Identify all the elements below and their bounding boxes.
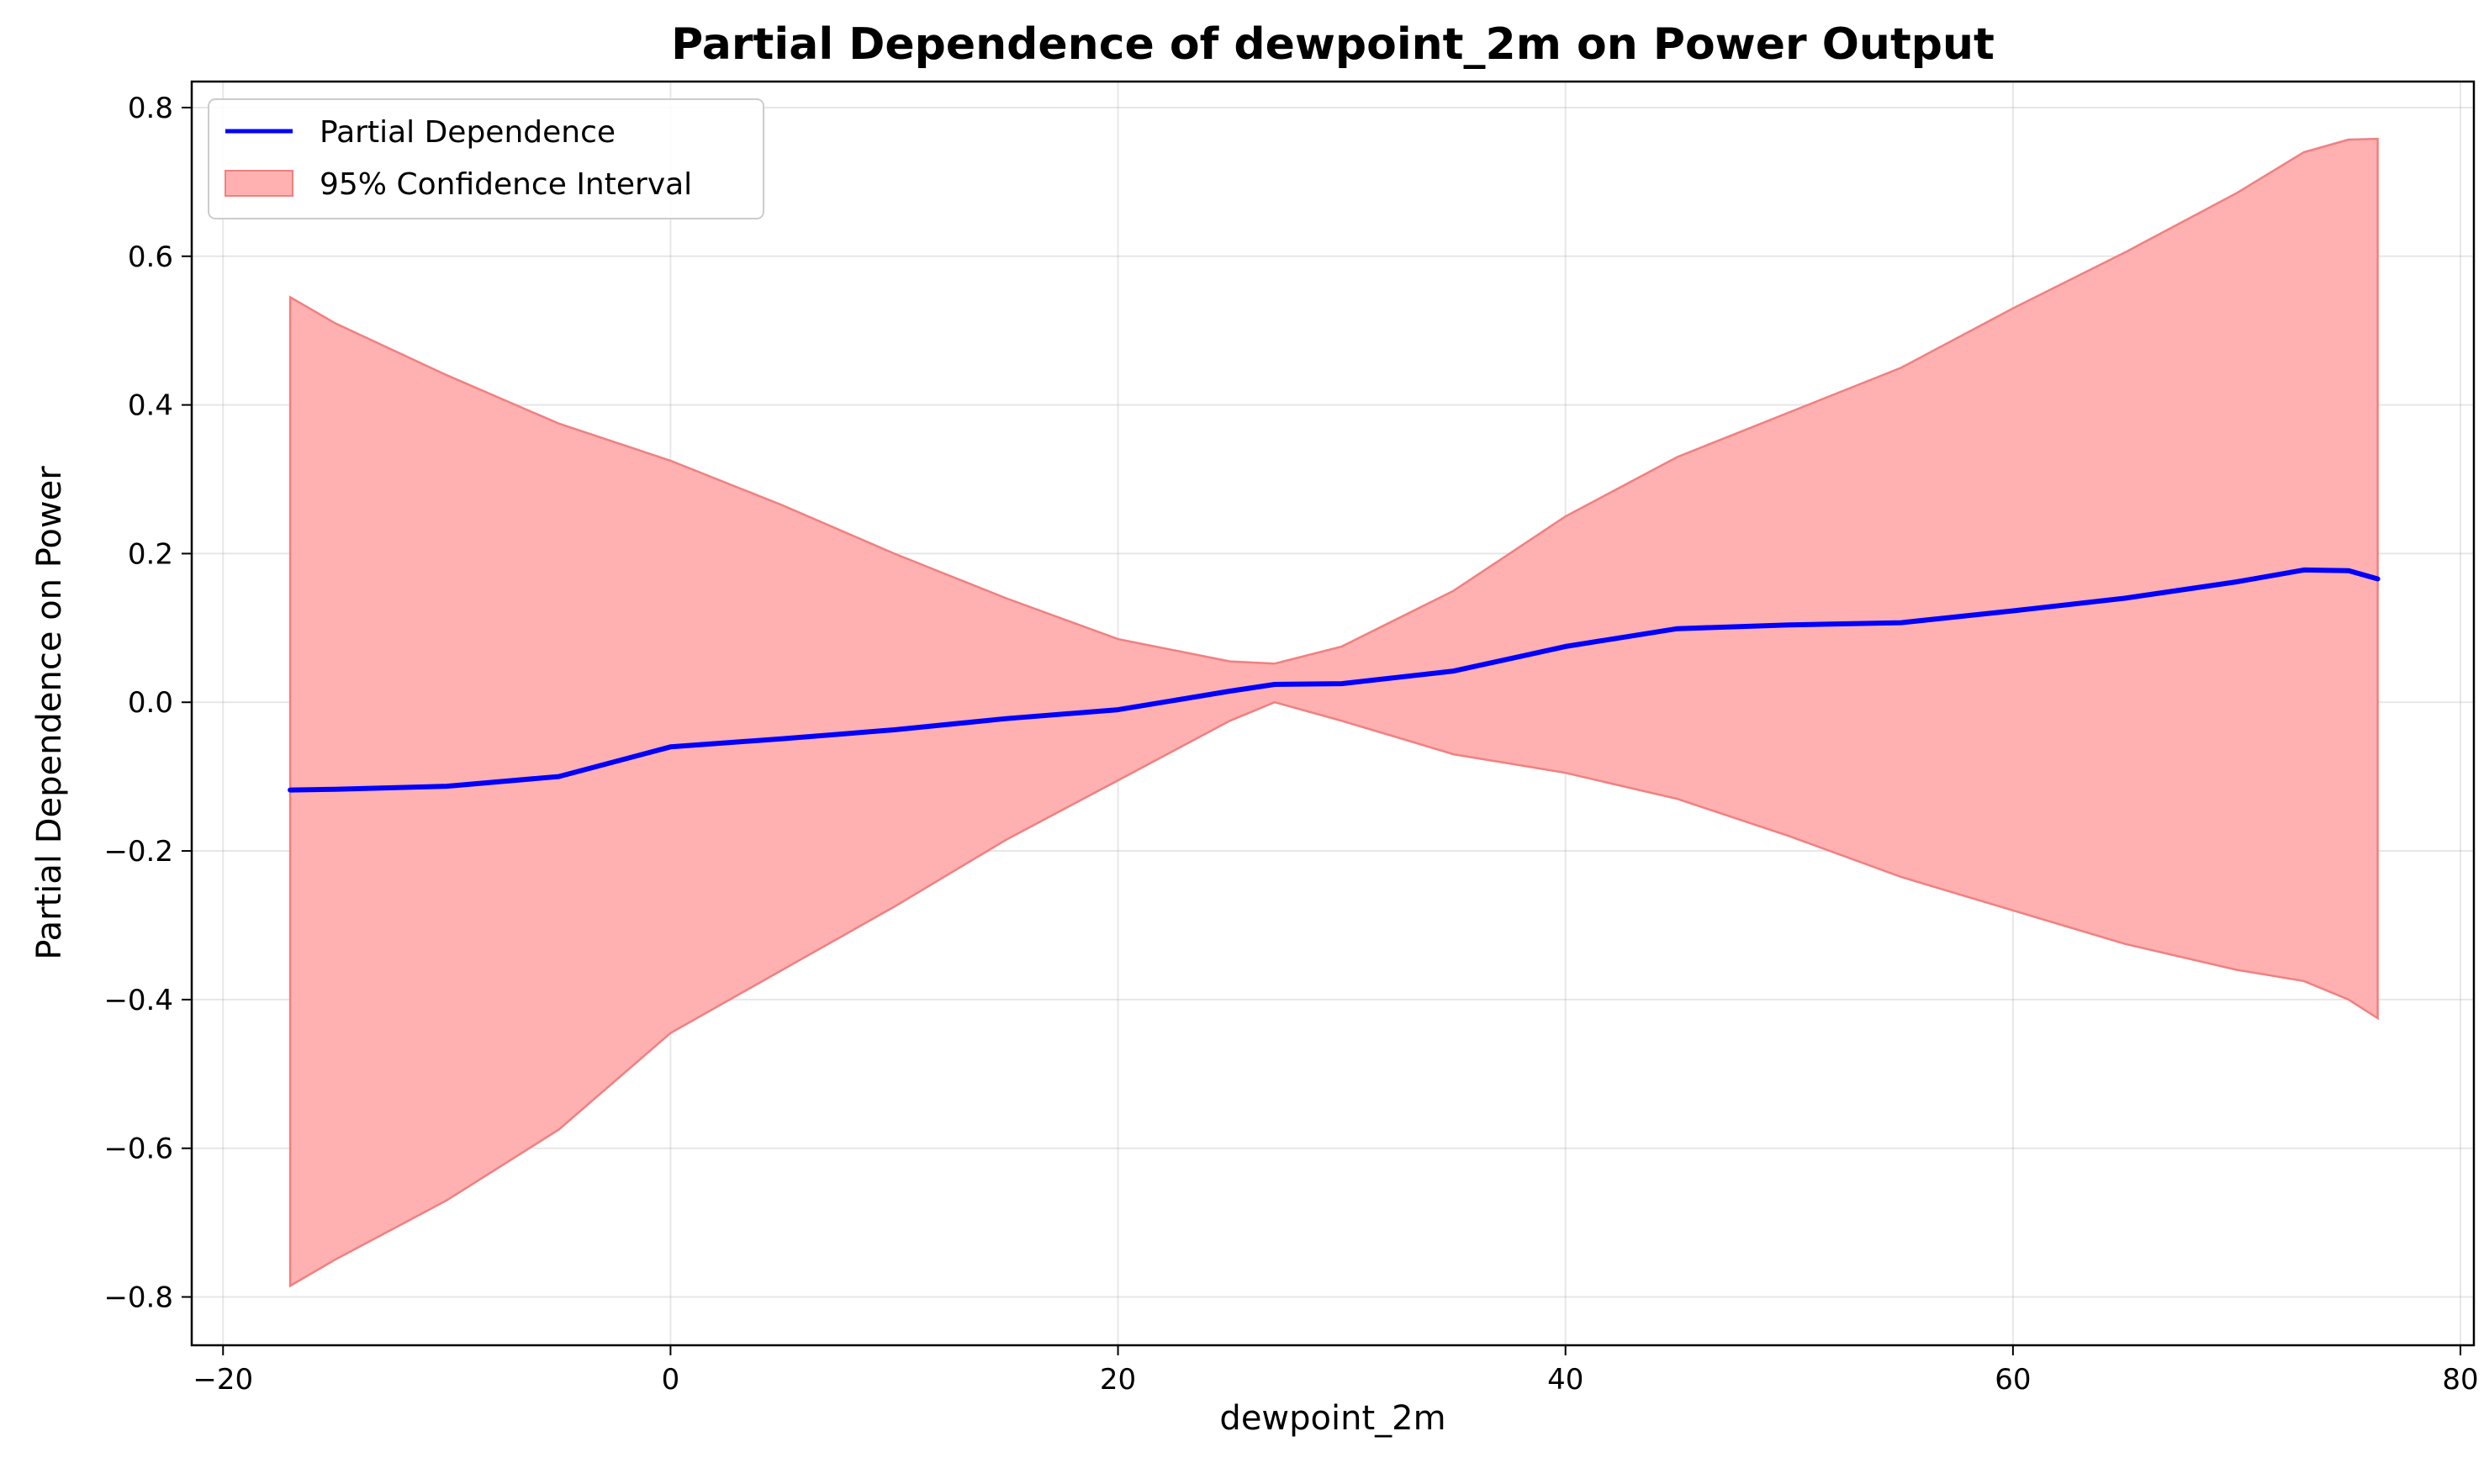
legend-label-confidence-interval: 95% Confidence Interval bbox=[320, 167, 692, 202]
y-tick-label: 0.0 bbox=[128, 686, 173, 720]
confidence-band bbox=[288, 137, 2379, 1288]
plot-frame bbox=[190, 80, 2476, 1347]
x-tick-label: 20 bbox=[1100, 1363, 1136, 1397]
y-tick-label: −0.4 bbox=[103, 984, 173, 1017]
x-axis: −20 0 20 40 60 80 bbox=[193, 1345, 2479, 1397]
legend-box bbox=[208, 98, 764, 219]
y-tick-label: 0.4 bbox=[128, 389, 173, 423]
legend: Partial Dependence 95% Confidence Interv… bbox=[208, 98, 764, 219]
x-tick-label: 80 bbox=[2442, 1363, 2478, 1397]
x-axis-label: dewpoint_2m bbox=[1219, 1399, 1445, 1438]
chart-title: Partial Dependence of dewpoint_2m on Pow… bbox=[671, 19, 1995, 70]
x-tick-label: −20 bbox=[193, 1363, 253, 1397]
legend-label-partial-dependence: Partial Dependence bbox=[320, 115, 616, 150]
series-line-partial-dependence bbox=[288, 567, 2381, 793]
y-axis-label: Partial Dependence on Power bbox=[30, 466, 69, 960]
y-tick-label: −0.2 bbox=[103, 835, 173, 869]
y-tick-label: −0.8 bbox=[103, 1281, 173, 1315]
y-axis: −0.8 −0.6 −0.4 −0.2 0.0 0.2 0.4 0.6 0.8 bbox=[103, 92, 192, 1315]
y-tick-label: −0.6 bbox=[103, 1133, 173, 1166]
confidence-band-layer bbox=[288, 137, 2379, 1288]
x-tick-label: 60 bbox=[1995, 1363, 2031, 1397]
x-tick-label: 0 bbox=[662, 1363, 680, 1397]
legend-band-swatch bbox=[225, 170, 293, 197]
y-tick-label: 0.8 bbox=[128, 92, 173, 125]
line-layer bbox=[288, 567, 2381, 793]
x-tick-label: 40 bbox=[1547, 1363, 1583, 1397]
y-tick-label: 0.2 bbox=[128, 537, 173, 571]
y-tick-label: 0.6 bbox=[128, 240, 173, 274]
